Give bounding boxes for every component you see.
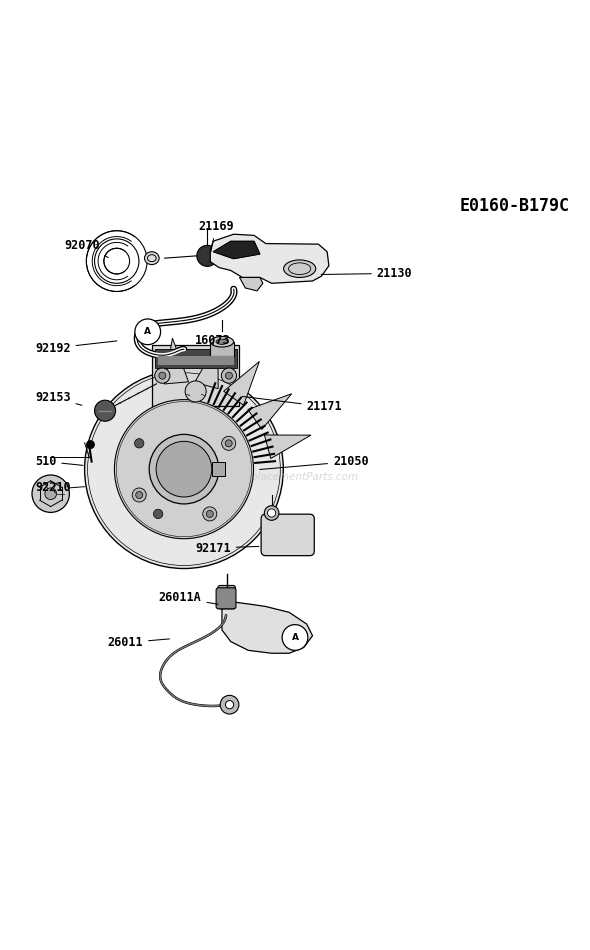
Text: 26011: 26011 xyxy=(107,636,169,649)
Polygon shape xyxy=(195,342,218,389)
Ellipse shape xyxy=(145,252,159,265)
Circle shape xyxy=(225,700,234,709)
Circle shape xyxy=(86,441,94,448)
FancyBboxPatch shape xyxy=(216,588,236,609)
Text: E0160-B179C: E0160-B179C xyxy=(460,198,570,216)
Circle shape xyxy=(149,434,219,504)
Bar xyxy=(212,462,225,476)
Text: 92153: 92153 xyxy=(35,390,82,406)
Circle shape xyxy=(159,372,166,379)
Text: eReplacementParts.com: eReplacementParts.com xyxy=(231,472,359,482)
Bar xyxy=(155,349,237,368)
Circle shape xyxy=(220,695,239,714)
Circle shape xyxy=(197,245,218,266)
Text: 92070: 92070 xyxy=(64,238,109,257)
Circle shape xyxy=(94,400,116,421)
FancyBboxPatch shape xyxy=(218,585,235,609)
Text: 92192: 92192 xyxy=(35,341,117,354)
Ellipse shape xyxy=(216,339,228,345)
Polygon shape xyxy=(224,361,260,406)
Circle shape xyxy=(114,400,254,539)
Ellipse shape xyxy=(267,509,276,517)
Circle shape xyxy=(155,368,170,383)
Circle shape xyxy=(132,488,146,502)
Circle shape xyxy=(156,442,212,497)
Circle shape xyxy=(225,372,232,379)
Polygon shape xyxy=(164,338,189,384)
Ellipse shape xyxy=(210,336,234,347)
Circle shape xyxy=(153,509,163,519)
Circle shape xyxy=(136,491,143,499)
Text: 92171: 92171 xyxy=(195,542,259,555)
Polygon shape xyxy=(222,602,313,654)
Bar xyxy=(152,345,240,406)
Text: 26011A: 26011A xyxy=(159,591,218,604)
Circle shape xyxy=(222,436,236,450)
Text: 21169: 21169 xyxy=(198,220,234,252)
Bar xyxy=(158,356,234,365)
Circle shape xyxy=(185,381,206,402)
Text: 21130: 21130 xyxy=(321,267,412,280)
Text: A: A xyxy=(144,328,151,336)
Circle shape xyxy=(135,439,144,448)
Text: 21171: 21171 xyxy=(242,396,342,413)
Text: A: A xyxy=(291,633,299,642)
Circle shape xyxy=(32,475,70,512)
Polygon shape xyxy=(248,393,291,429)
Circle shape xyxy=(135,319,160,345)
Circle shape xyxy=(206,510,214,518)
Polygon shape xyxy=(213,241,260,258)
Text: 92210: 92210 xyxy=(35,482,71,494)
FancyBboxPatch shape xyxy=(261,514,314,556)
Circle shape xyxy=(84,370,283,568)
Ellipse shape xyxy=(284,260,316,277)
Text: 21050: 21050 xyxy=(260,455,369,469)
Polygon shape xyxy=(264,435,311,459)
Bar xyxy=(184,406,207,413)
Circle shape xyxy=(203,507,217,521)
Polygon shape xyxy=(210,235,329,283)
Text: 510: 510 xyxy=(35,455,83,468)
Polygon shape xyxy=(213,241,260,258)
Circle shape xyxy=(282,624,308,651)
Bar xyxy=(210,342,234,355)
Circle shape xyxy=(221,368,237,383)
Text: 16073: 16073 xyxy=(195,334,231,347)
Circle shape xyxy=(225,440,232,446)
Polygon shape xyxy=(240,277,263,291)
Circle shape xyxy=(45,488,57,500)
Ellipse shape xyxy=(264,505,279,521)
